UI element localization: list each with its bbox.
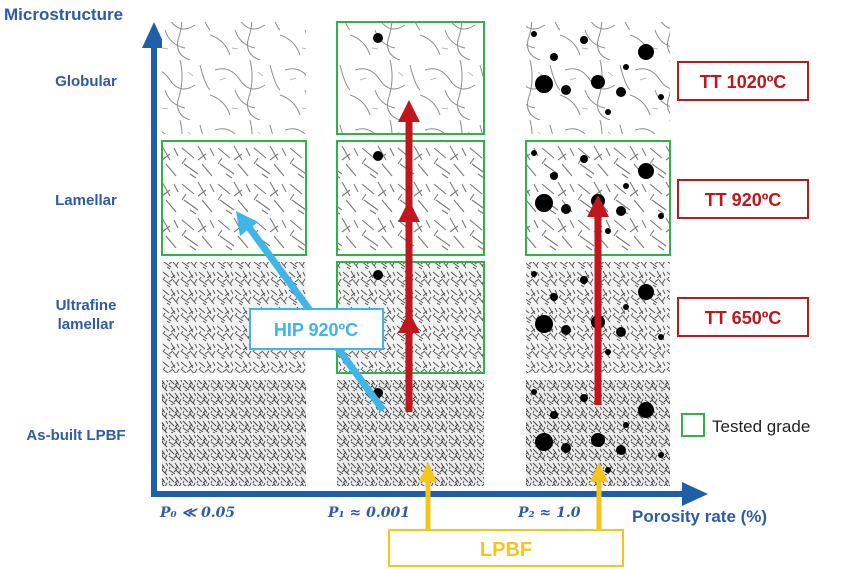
tt-label-650: TT 650ºC [677, 297, 809, 337]
x-tick-p2: P₂ ≈ 1.0 [517, 505, 581, 521]
lpbf-label-box: LPBF [388, 529, 624, 567]
svg-text:TT 1020ºC: TT 1020ºC [700, 72, 787, 92]
tt-arrow-p2 [587, 195, 609, 405]
y-label-ultrafine: Ultrafine lamellar [56, 297, 117, 333]
cell-globular-p2 [526, 22, 670, 134]
cell-asbuilt-p0 [162, 380, 306, 486]
x-tick-p0: P₀ ≪ 0.05 [159, 505, 235, 521]
y-label-globular: Globular [55, 73, 117, 90]
hip-label-box: HIP 920ºC [249, 308, 384, 350]
y-axis-title: Microstructure [4, 5, 123, 24]
svg-text:LPBF: LPBF [480, 539, 532, 561]
x-tick-p1: P₁ ≈ 0.001 [327, 505, 410, 521]
legend: Tested grade [681, 413, 810, 437]
svg-text:TT 920ºC: TT 920ºC [705, 190, 782, 210]
cell-globular-p0 [162, 22, 306, 134]
svg-text:TT 650ºC: TT 650ºC [705, 308, 782, 328]
y-axis-arrowhead [142, 22, 166, 48]
y-label-lamellar: Lamellar [55, 192, 117, 209]
x-axis-title: Porosity rate (%) [632, 507, 767, 526]
legend-label: Tested grade [712, 417, 810, 436]
lpbf-arrows [419, 462, 608, 530]
tt-label-920: TT 920ºC [677, 179, 809, 219]
cell-lamellar-p0 [161, 140, 307, 256]
tt-arrow-p1 [398, 100, 420, 412]
x-axis-arrowhead [682, 482, 708, 506]
y-label-asbuilt: As-built LPBF [26, 427, 125, 444]
legend-swatch [681, 413, 705, 437]
svg-text:HIP 920ºC: HIP 920ºC [274, 320, 358, 340]
tt-label-1020: TT 1020ºC [677, 61, 809, 101]
